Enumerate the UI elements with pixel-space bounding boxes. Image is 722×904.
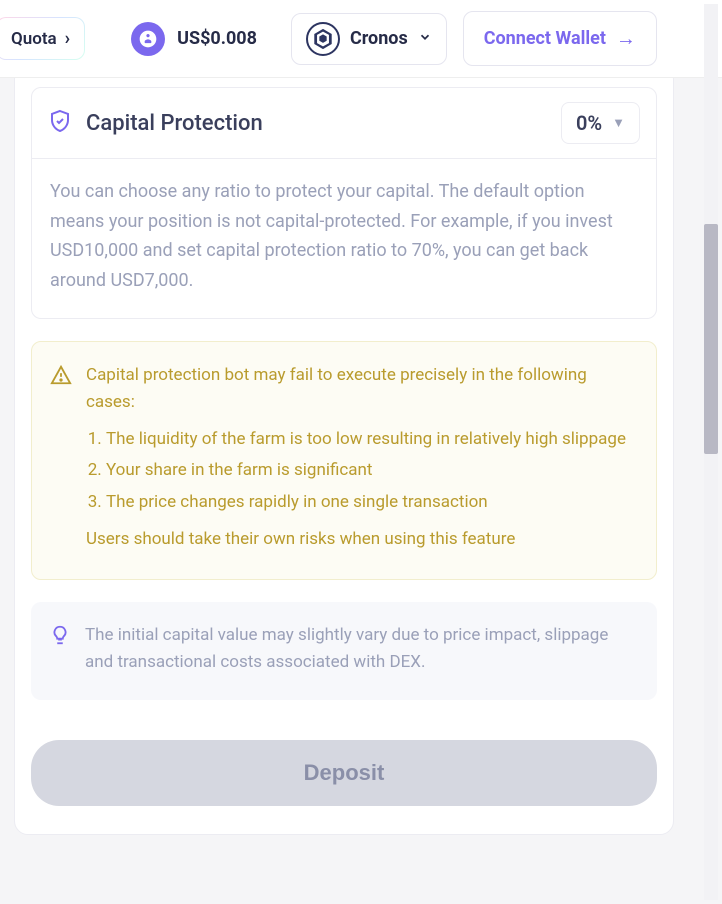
- warning-intro: Capital protection bot may fail to execu…: [86, 362, 634, 416]
- quota-label: Quota: [11, 29, 57, 49]
- warning-icon: [50, 364, 72, 553]
- main-content: Capital Protection 0% ▼ You can choose a…: [0, 78, 700, 904]
- quota-button[interactable]: Quota ›: [0, 17, 85, 60]
- network-name: Cronos: [350, 28, 408, 49]
- scrollbar-thumb[interactable]: [704, 224, 718, 454]
- cronos-icon: [306, 22, 340, 56]
- scrollbar-track[interactable]: [704, 4, 718, 900]
- warning-item: The price changes rapidly in one single …: [106, 489, 634, 516]
- token-icon: [131, 22, 165, 56]
- capital-protection-value: 0%: [576, 111, 602, 135]
- capital-protection-select[interactable]: 0% ▼: [561, 102, 640, 144]
- warning-list: The liquidity of the farm is too low res…: [106, 426, 634, 516]
- lightbulb-icon: [49, 624, 71, 676]
- warning-outro: Users should take their own risks when u…: [86, 526, 634, 553]
- capital-protection-description: You can choose any ratio to protect your…: [31, 159, 657, 319]
- chevron-right-icon: ›: [65, 28, 70, 49]
- deposit-button[interactable]: Deposit: [31, 740, 657, 806]
- warning-box: Capital protection bot may fail to execu…: [31, 341, 657, 580]
- dropdown-icon: ▼: [612, 115, 625, 131]
- token-price-value: US$0.008: [177, 28, 257, 49]
- token-price[interactable]: US$0.008: [113, 14, 275, 64]
- chevron-down-icon: [418, 30, 432, 48]
- info-text: The initial capital value may slightly v…: [85, 622, 635, 676]
- capital-protection-header: Capital Protection 0% ▼: [31, 87, 657, 159]
- connect-wallet-button[interactable]: Connect Wallet →: [463, 11, 657, 66]
- topbar: Quota › US$0.008 Cronos Connect Wallet →: [0, 0, 722, 78]
- deposit-card: Capital Protection 0% ▼ You can choose a…: [14, 78, 674, 835]
- arrow-right-icon: →: [616, 26, 636, 51]
- warning-item: Your share in the farm is significant: [106, 457, 634, 484]
- wallet-label: Connect Wallet: [484, 28, 606, 49]
- shield-check-icon: [48, 109, 72, 137]
- info-box: The initial capital value may slightly v…: [31, 602, 657, 700]
- capital-protection-title: Capital Protection: [86, 111, 263, 136]
- network-selector[interactable]: Cronos: [291, 13, 447, 65]
- warning-item: The liquidity of the farm is too low res…: [106, 426, 634, 453]
